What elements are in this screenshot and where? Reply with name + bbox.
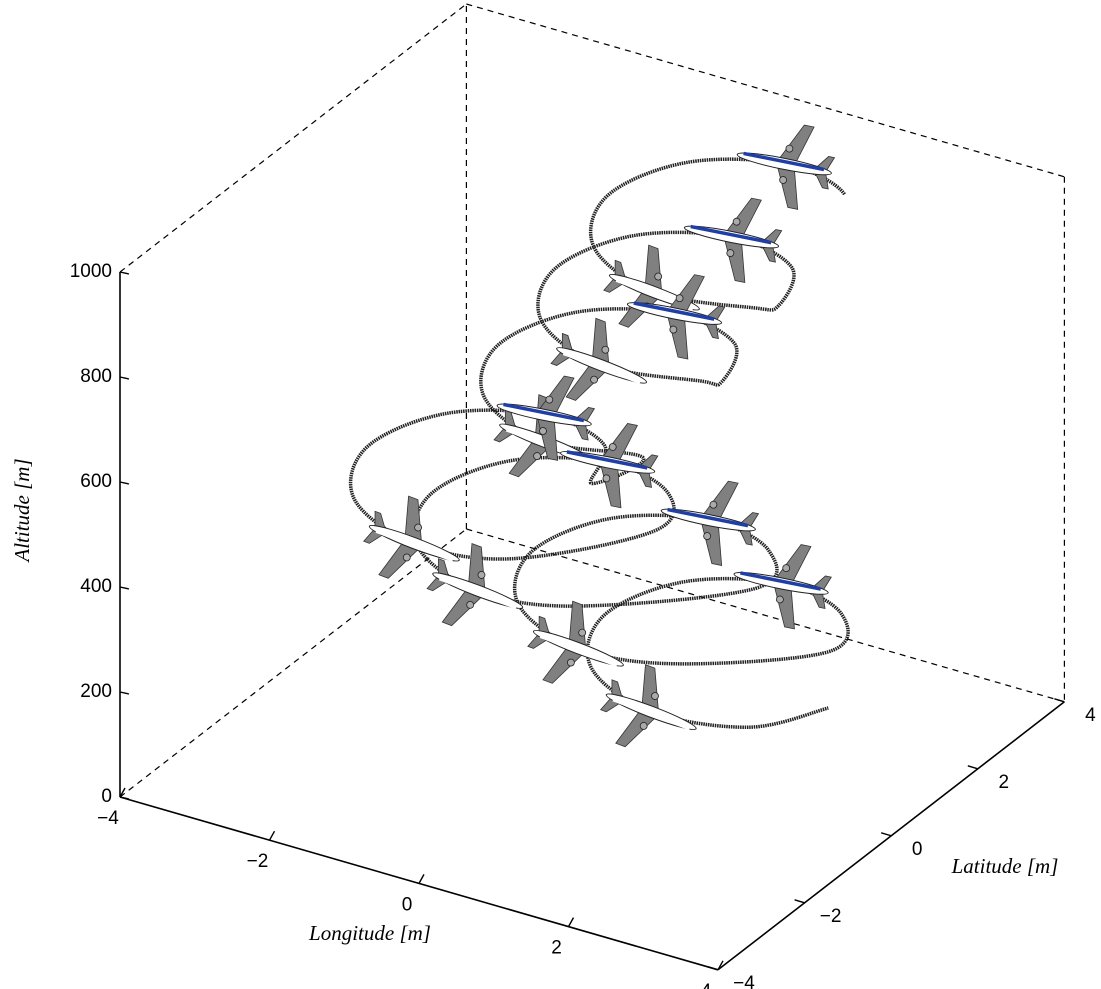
aircraft [552,412,663,513]
aircraft [676,186,787,287]
aircraft [519,592,638,705]
box-edge [120,4,466,272]
y-tick [968,766,978,769]
x-tick-label: 0 [402,894,413,915]
x-tick [419,874,424,883]
aircraft [726,533,837,634]
y-tick-label: 2 [999,772,1010,793]
z-tick [120,272,129,274]
z-tick [120,377,129,379]
x-tick [270,831,275,840]
chart: −4 −2 0 2 4 −4 −2 0 2 4 0 200 400 600 800 1000 Longitud… [0,0,1101,989]
y-tick-label: 4 [1085,705,1096,726]
box-edge [120,529,466,797]
y-tick-label: −4 [733,973,755,989]
z-tick-label: 0 [101,786,112,807]
x-tick-label: −2 [247,851,269,872]
y-tick [708,967,718,970]
z-tick [120,797,129,799]
z-axis-label: Altitude [m] [10,458,34,563]
z-tick-label: 200 [80,681,112,702]
x-axis-label: Longitude [m] [308,921,431,945]
y-tick-label: 0 [912,839,923,860]
z-tick-label: 400 [80,576,112,597]
x-tick-label: 2 [551,938,562,959]
y-axis-label: Latitude [m] [951,854,1059,878]
z-tick-label: 800 [80,366,112,387]
aircraft [591,655,710,768]
aircraft [729,113,840,214]
x-tick-label: −4 [97,808,119,829]
y-tick-label: −2 [820,906,842,927]
z-tick [120,692,129,694]
y-tick [881,833,891,836]
z-tick-label: 600 [80,471,112,492]
x-tick [569,918,574,927]
x-tick-label: 4 [701,981,712,989]
y-tick [1054,699,1064,702]
z-tick [120,587,129,589]
z-tick-label: 1000 [70,261,112,282]
box-back [120,4,1064,797]
box-edge [466,4,1064,177]
z-tick [120,482,129,484]
y-tick [795,900,805,903]
